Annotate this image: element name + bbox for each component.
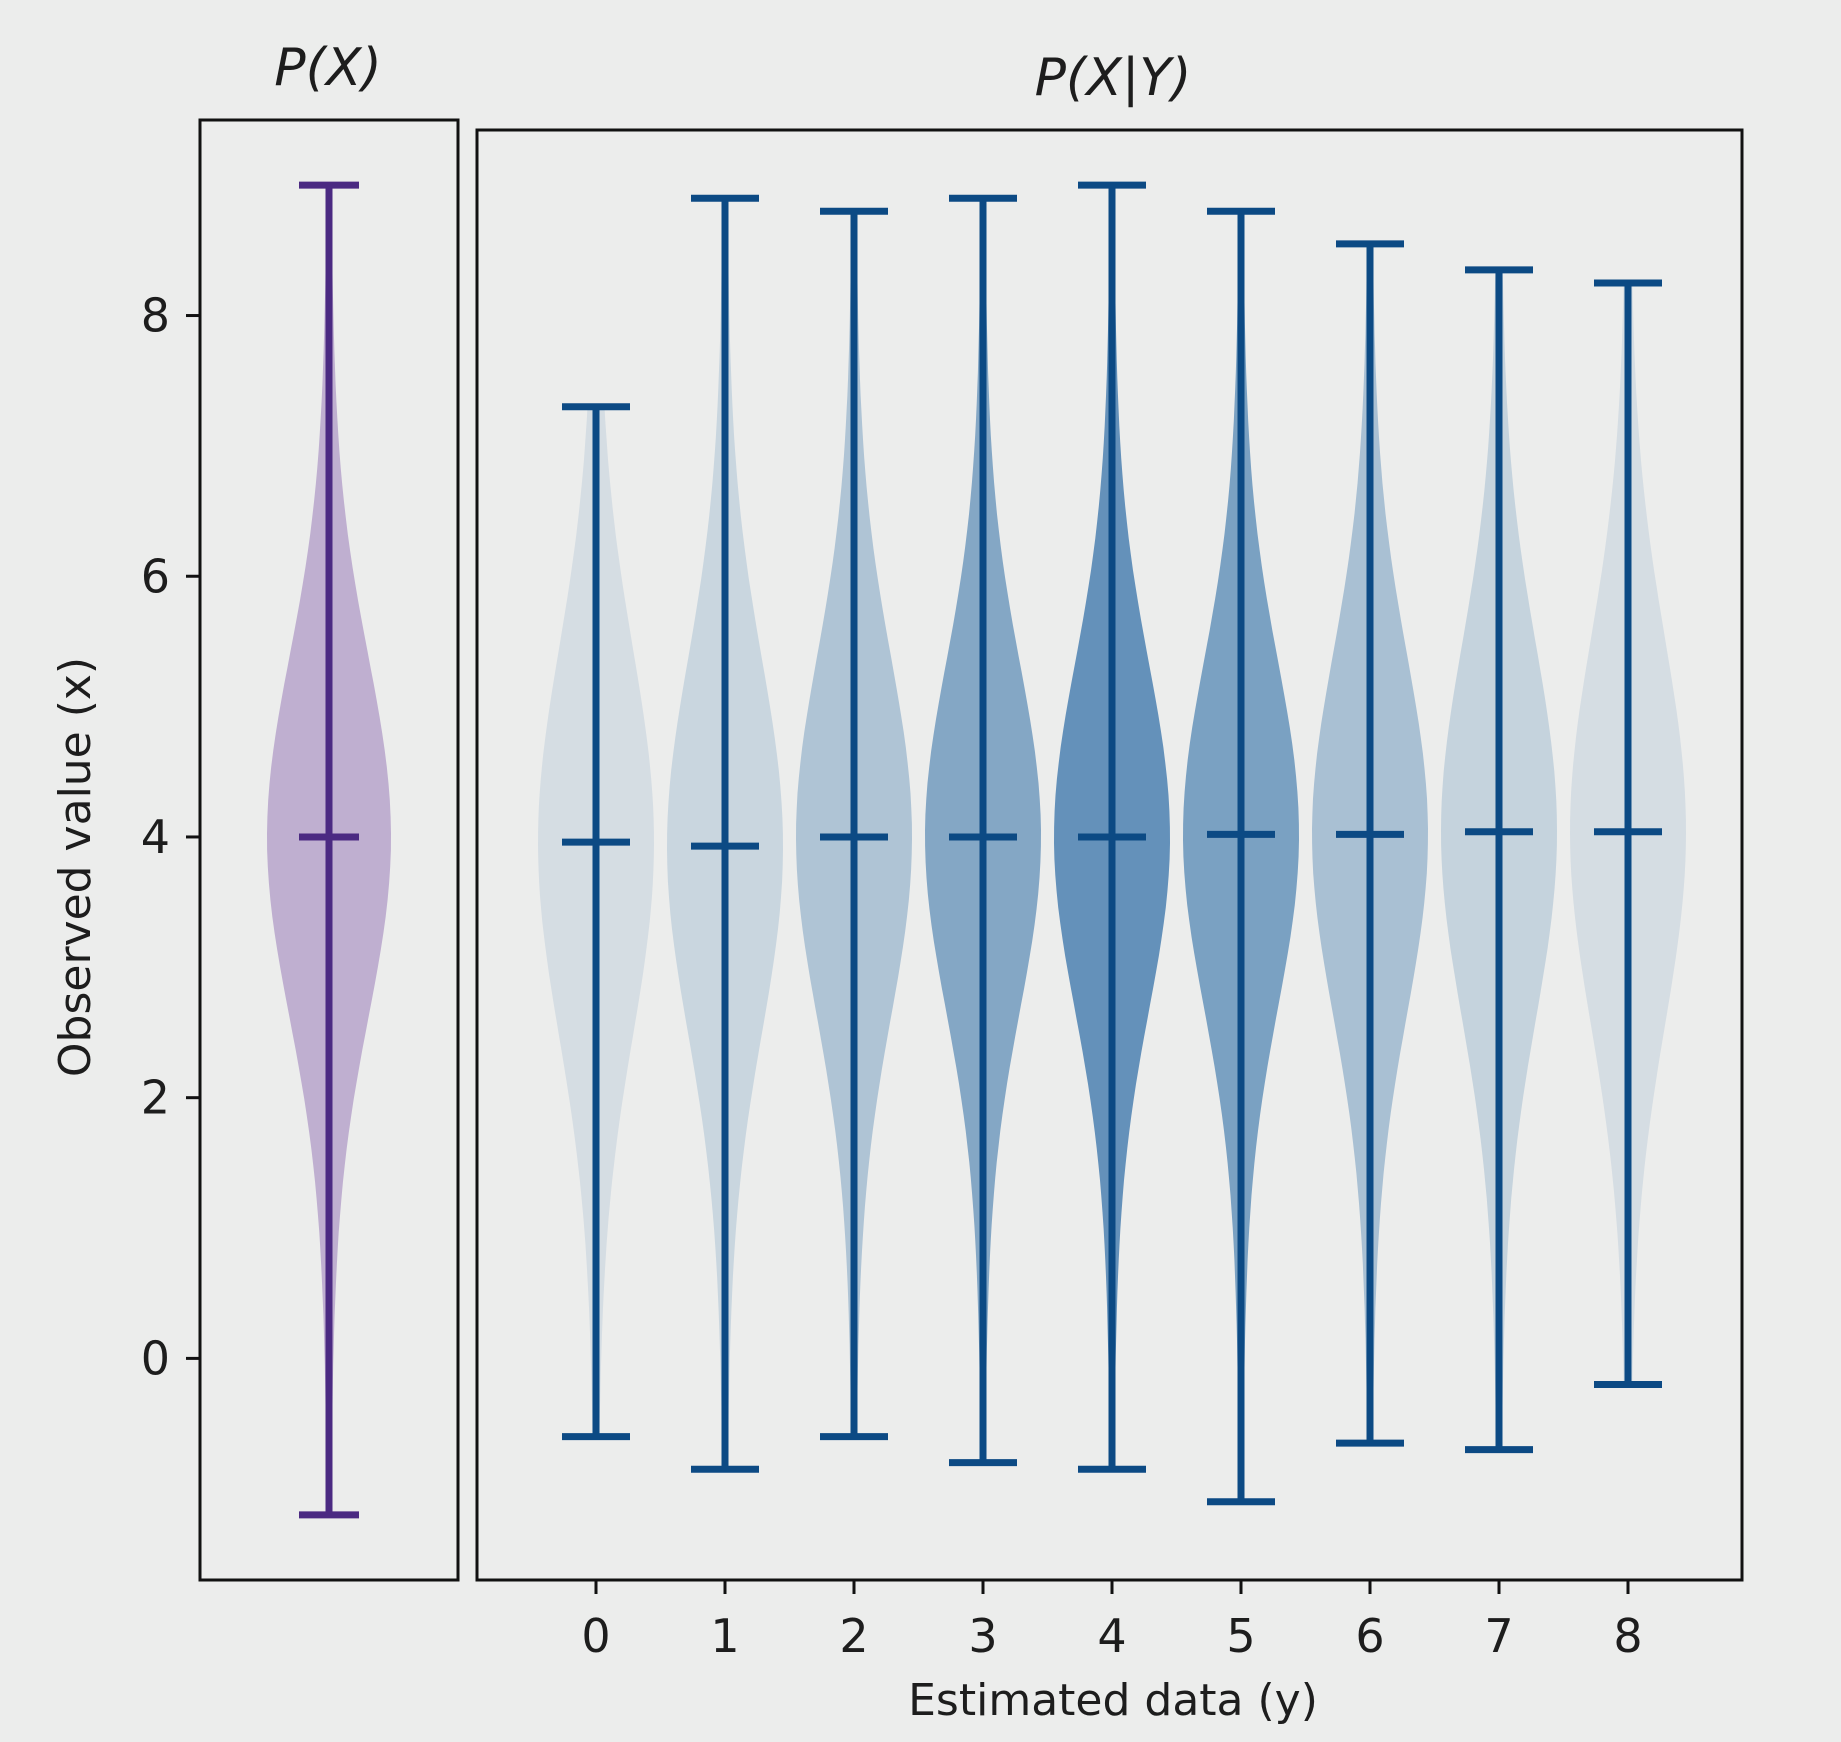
- violin-y7: [1441, 266, 1557, 1454]
- y-tick-label-0: 0: [141, 1331, 170, 1385]
- violin-y2: [796, 207, 912, 1441]
- x-tick-label-4: 4: [1097, 1609, 1126, 1663]
- violin-y3: [925, 194, 1041, 1467]
- y-tick-label-6: 6: [141, 549, 170, 603]
- marginal-plot-frame: [198, 118, 460, 1582]
- x-tick-label-1: 1: [710, 1609, 739, 1663]
- x-tick-label-0: 0: [581, 1609, 610, 1663]
- x-tick-label-8: 8: [1613, 1609, 1642, 1663]
- marginal-chart-title: P(X): [274, 38, 382, 98]
- x-tick-label-5: 5: [1226, 1609, 1255, 1663]
- x-axis-label: Estimated data (y): [908, 1675, 1318, 1726]
- x-tick-label-2: 2: [839, 1609, 868, 1663]
- violin-y4: [1054, 181, 1170, 1473]
- conditional-violin-panel: 0 1 2 3 4 5 6 7 8: [475, 128, 1744, 1663]
- y-tick-label-2: 2: [141, 1071, 170, 1125]
- x-tick-label-3: 3: [968, 1609, 997, 1663]
- violin-y5: [1183, 207, 1299, 1506]
- violin-y0: [538, 403, 654, 1441]
- y-axis-label: Observed value (x): [50, 657, 101, 1077]
- conditional-chart-title: P(X|Y): [1035, 48, 1192, 108]
- violin-marginal: [267, 181, 391, 1519]
- conditional-plot-frame: [475, 128, 1744, 1582]
- violin-y6: [1312, 240, 1428, 1447]
- violin-y8: [1570, 279, 1686, 1388]
- y-tick-label-4: 4: [141, 810, 170, 864]
- marginal-violin-panel: 0 2 4 6 8: [141, 118, 460, 1582]
- x-tick-label-6: 6: [1355, 1609, 1384, 1663]
- violin-y1: [667, 194, 783, 1473]
- x-tick-label-7: 7: [1484, 1609, 1513, 1663]
- y-tick-label-8: 8: [141, 289, 170, 343]
